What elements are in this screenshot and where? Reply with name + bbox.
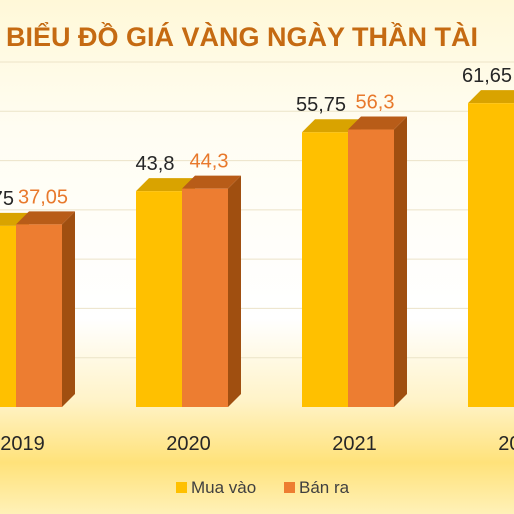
data-label-2020-mua-vao: 43,8 [136, 153, 175, 175]
bar-front [16, 224, 62, 407]
legend-label: Mua vào [191, 478, 256, 497]
chart-title: BIỂU ĐỒ GIÁ VÀNG NGÀY THẦN TÀI [6, 21, 478, 52]
gridlines [0, 61, 514, 359]
bar-side [62, 211, 75, 407]
x-axis-ticks: 2019 2020 2021 2022 [0, 433, 514, 455]
x-tick-label: 2022 [498, 433, 514, 455]
data-label-2019-mua-vao: 36,75 [0, 188, 14, 210]
bar-front [468, 103, 514, 408]
bar-top [136, 178, 195, 192]
legend: Mua vào Bán ra [176, 478, 350, 497]
bar-front [0, 225, 16, 407]
legend-item-ban-ra: Bán ra [284, 478, 350, 497]
bar-top [302, 119, 361, 133]
bar-top [348, 116, 407, 130]
bars [0, 90, 514, 408]
bar-front [302, 132, 348, 407]
data-label-2021-ban-ra: 56,3 [356, 92, 395, 114]
legend-label: Bán ra [299, 478, 350, 497]
bar-top [16, 211, 75, 225]
x-tick-label: 2021 [332, 433, 377, 455]
x-tick-label: 2019 [0, 433, 45, 455]
data-label-2022-mua-vao: 61,65 [462, 65, 512, 87]
bar-2021-ban-ra [348, 116, 407, 408]
x-tick-label: 2020 [166, 433, 211, 455]
data-label-2021-mua-vao: 55,75 [296, 94, 346, 116]
data-label-2019-ban-ra: 37,05 [18, 186, 68, 208]
bar-front [182, 188, 228, 407]
legend-swatch [284, 482, 295, 493]
bar-side [394, 116, 407, 408]
bar-2022-mua-vao [468, 90, 514, 408]
bar-top [0, 212, 29, 226]
bar-2019-ban-ra [16, 211, 75, 407]
bar-top [468, 90, 514, 104]
bar-side [228, 175, 241, 407]
legend-item-mua-vao: Mua vào [176, 478, 256, 497]
bar-top [182, 175, 241, 189]
data-label-2020-ban-ra: 44,3 [190, 151, 229, 173]
bar-front [348, 129, 394, 407]
bar-front [136, 191, 182, 407]
bar-2020-ban-ra [182, 175, 241, 407]
legend-swatch [176, 482, 187, 493]
